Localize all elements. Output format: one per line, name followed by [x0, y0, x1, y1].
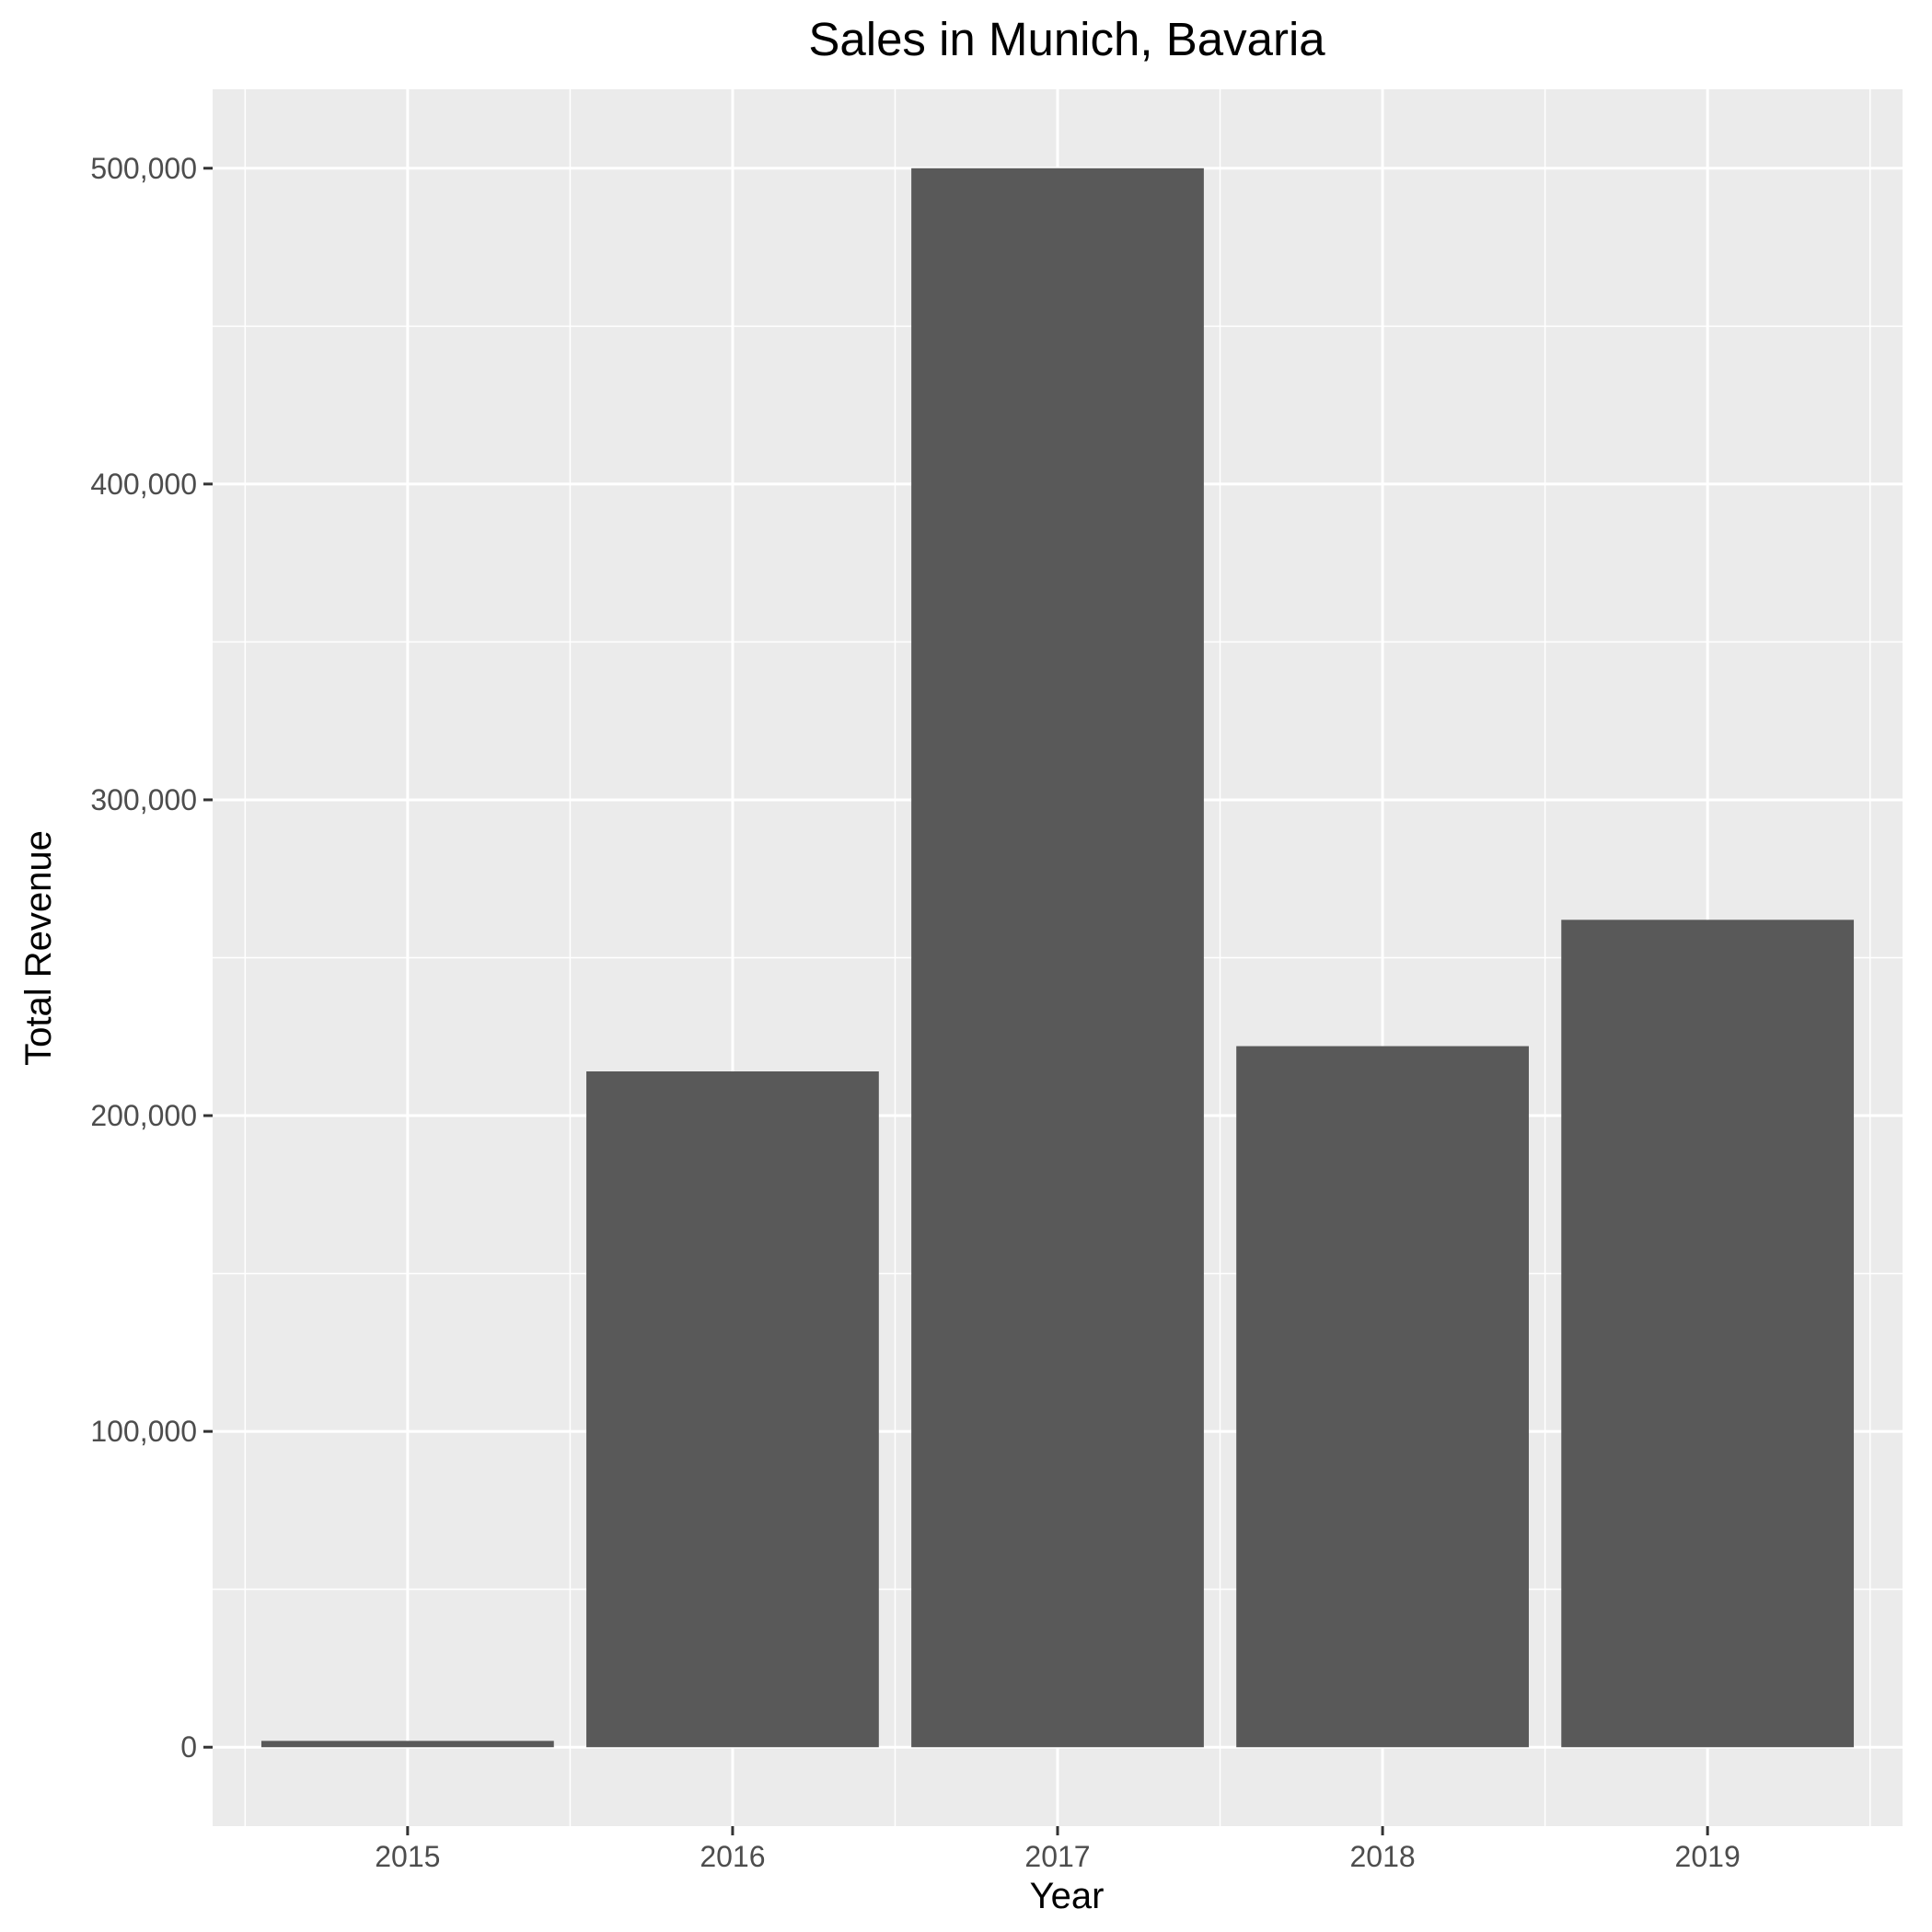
y-axis-title: Total Revenue [18, 830, 59, 1066]
x-tick-label: 2016 [700, 1840, 765, 1873]
bars [260, 168, 1855, 1748]
bar-2018 [1236, 1046, 1529, 1748]
x-axis-title: Year [1030, 1876, 1105, 1916]
bar-2015 [260, 1741, 554, 1748]
chart-title: Sales in Munich, Bavaria [808, 13, 1325, 65]
bar-2019 [1561, 920, 1855, 1748]
bar-2016 [586, 1071, 879, 1748]
y-tick-label: 300,000 [90, 783, 197, 816]
bar-2017 [911, 168, 1204, 1748]
y-axis: 0 100,000 200,000 300,000 400,000 500,000 [90, 152, 213, 1764]
x-tick-label: 2019 [1675, 1840, 1741, 1873]
x-tick-label: 2018 [1349, 1840, 1415, 1873]
x-axis: 2015 2016 2017 2018 2019 [375, 1826, 1741, 1873]
y-tick-label: 0 [180, 1730, 197, 1764]
y-tick-label: 500,000 [90, 152, 197, 185]
x-tick-label: 2017 [1024, 1840, 1090, 1873]
y-tick-label: 100,000 [90, 1415, 197, 1448]
minor-gridlines [213, 89, 1903, 1826]
y-tick-label: 200,000 [90, 1099, 197, 1132]
y-tick-label: 400,000 [90, 468, 197, 501]
x-tick-label: 2015 [375, 1840, 440, 1873]
